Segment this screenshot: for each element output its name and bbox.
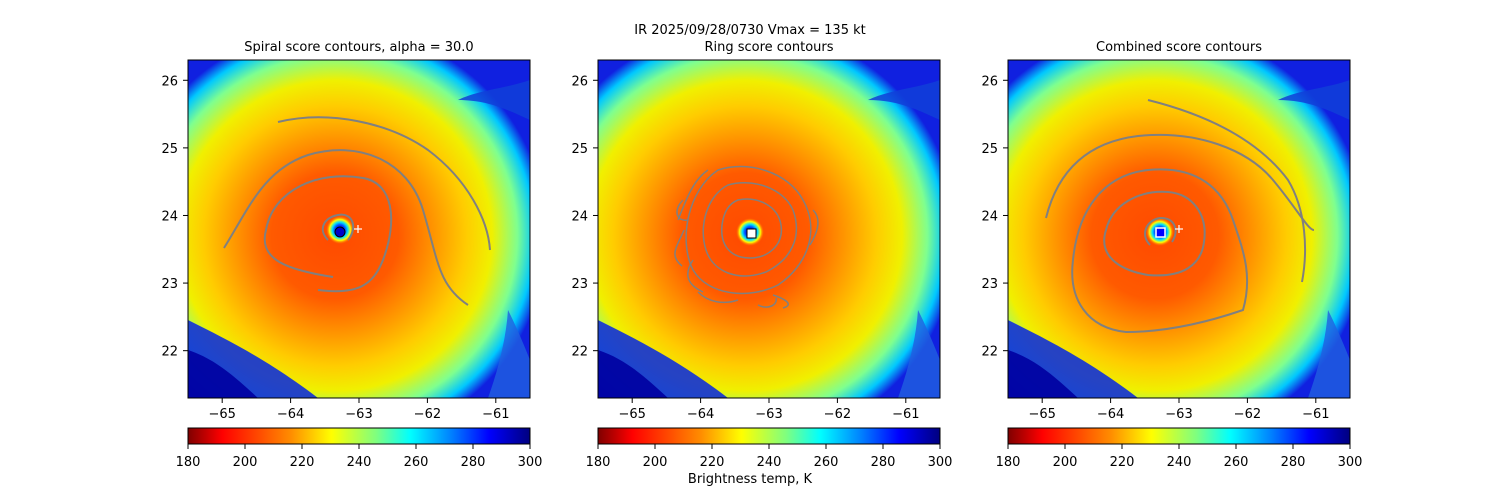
y-tick-label: 25 [161, 142, 178, 157]
cold-cloud-region [1278, 80, 1350, 120]
colorbar-tick-label: 240 [757, 455, 782, 470]
combined-contours [1045, 99, 1315, 334]
colorbar-tick-label: 220 [290, 455, 315, 470]
center-marker [334, 226, 346, 238]
panel-3-title: Combined score contours [1096, 40, 1262, 55]
plus-marker [1175, 225, 1183, 233]
colorbar-tick-label: 200 [1053, 455, 1078, 470]
colorbar-tick-label: 180 [996, 455, 1021, 470]
y-tick-label: 24 [981, 209, 998, 224]
y-tick-label: 24 [161, 209, 178, 224]
x-tick-label: −64 [1097, 407, 1124, 422]
cold-cloud-region [488, 310, 530, 398]
colorbar-tick-label: 280 [871, 455, 896, 470]
y-tick-label: 26 [571, 74, 588, 89]
contour-line [674, 169, 819, 309]
contour-line [277, 116, 491, 251]
panel-1 [187, 59, 531, 399]
cold-cloud-region [188, 350, 258, 398]
colorbar-tick-label: 240 [1167, 455, 1192, 470]
colorbar-tick-label: 180 [176, 455, 201, 470]
colorbar-tick-label: 300 [928, 455, 953, 470]
contour-line [321, 213, 355, 241]
colorbar-tick-label: 280 [1281, 455, 1306, 470]
x-tick-label: −61 [482, 407, 509, 422]
x-tick-label: −64 [687, 407, 714, 422]
x-tick-label: −65 [618, 407, 645, 422]
colorbar-tick-label: 220 [1110, 455, 1135, 470]
colorbar-tick-label: 240 [347, 455, 372, 470]
square-marker [746, 228, 757, 239]
colorbar-tick-label: 260 [404, 455, 429, 470]
colorbar-tick-label: 200 [643, 455, 668, 470]
plus-marker [354, 225, 362, 233]
x-tick-label: −61 [1302, 407, 1329, 422]
colorbar-label: Brightness temp, K [687, 472, 813, 487]
x-tick-label: −63 [1165, 407, 1192, 422]
contour-line [721, 198, 783, 259]
contour-line [223, 149, 469, 306]
x-tick-label: −64 [277, 407, 304, 422]
center-marker [1155, 227, 1166, 238]
panel-1-title: Spiral score contours, alpha = 30.0 [244, 40, 474, 55]
colorbar-tick-label: 260 [1224, 455, 1249, 470]
contour-line [1071, 168, 1249, 334]
contour-line [685, 165, 812, 295]
y-tick-label: 22 [571, 345, 588, 360]
cold-cloud-region [1008, 350, 1078, 398]
x-tick-label: −62 [824, 407, 851, 422]
colorbar-tick-label: 180 [586, 455, 611, 470]
x-tick-label: −61 [892, 407, 919, 422]
contour-line [702, 182, 798, 277]
cold-cloud-region [458, 80, 530, 120]
x-tick-label: −65 [1028, 407, 1055, 422]
y-tick-label: 23 [571, 277, 588, 292]
y-tick-label: 25 [981, 142, 998, 157]
contour-line [1103, 190, 1206, 277]
colorbar-tick-label: 300 [1338, 455, 1363, 470]
y-tick-label: 23 [981, 277, 998, 292]
cold-cloud-region [598, 350, 668, 398]
contour-line [1045, 134, 1315, 231]
x-tick-label: −65 [208, 407, 235, 422]
colorbar-tick-label: 220 [700, 455, 725, 470]
panel-3 [1007, 59, 1351, 399]
y-tick-label: 22 [981, 345, 998, 360]
y-tick-label: 24 [571, 209, 588, 224]
colorbar-tick-label: 260 [814, 455, 839, 470]
y-tick-label: 26 [981, 74, 998, 89]
contour-line [1144, 216, 1177, 246]
colorbar-tick-label: 300 [518, 455, 543, 470]
y-tick-label: 22 [161, 345, 178, 360]
figure-suptitle: IR 2025/09/28/0730 Vmax = 135 kt [634, 23, 866, 38]
y-tick-label: 23 [161, 277, 178, 292]
cold-cloud-region [898, 310, 940, 398]
cold-cloud-region [1308, 310, 1350, 398]
x-tick-label: −62 [414, 407, 441, 422]
ir-image-panel-2 [598, 60, 940, 398]
spiral-contours [223, 116, 491, 306]
colorbar-tick-label: 200 [233, 455, 258, 470]
contour-line [1147, 99, 1306, 283]
y-tick-label: 26 [161, 74, 178, 89]
panel-2 [597, 59, 941, 399]
x-tick-label: −63 [345, 407, 372, 422]
y-tick-label: 25 [571, 142, 588, 157]
ring-contours [674, 165, 819, 309]
panel-2-title: Ring score contours [704, 40, 834, 55]
x-tick-label: −63 [755, 407, 782, 422]
colorbar-1 [187, 427, 531, 445]
colorbar-tick-label: 280 [461, 455, 486, 470]
contour-line [263, 175, 393, 293]
contour-line [676, 199, 777, 308]
cold-cloud-region [868, 80, 940, 120]
x-tick-label: −62 [1234, 407, 1261, 422]
colorbar-3 [1007, 427, 1351, 445]
colorbar-2 [597, 427, 941, 445]
